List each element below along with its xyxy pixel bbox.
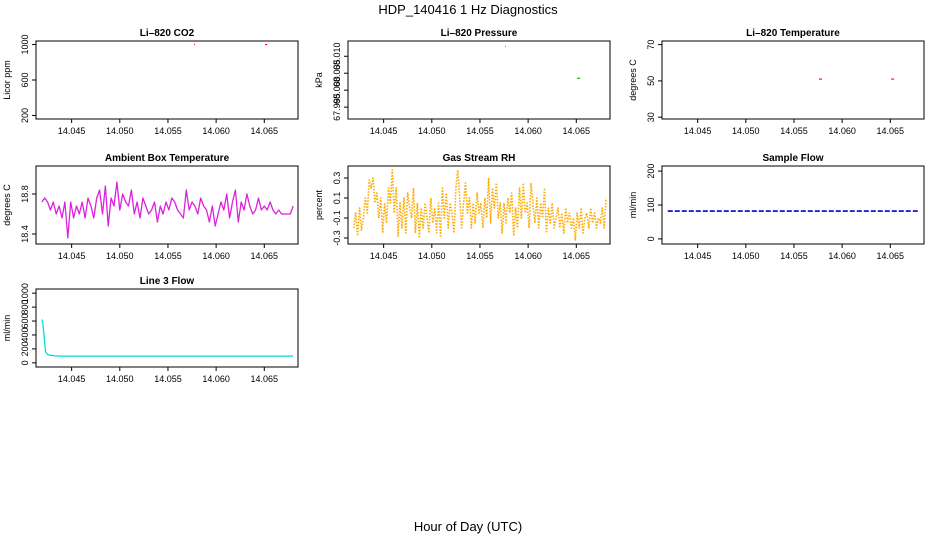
panel-co2: Li–820 CO2 14.045 14.050 14.055 14.060 14.065… — [2, 28, 299, 136]
plot-frame — [347, 40, 611, 120]
figure-title: HDP_140416 1 Hz Diagnostics — [378, 2, 558, 17]
y-axis-label: ml/min — [2, 315, 12, 342]
series-line-box-temp — [41, 181, 294, 239]
x-tick-label: 14.050 — [732, 251, 760, 261]
plot-frame — [35, 288, 299, 368]
x-tick-label: 14.060 — [202, 374, 230, 384]
x-tick-label: 14.065 — [563, 251, 591, 261]
y-tick-label: 68.005 — [332, 59, 342, 87]
x-tick-label: 14.060 — [514, 126, 542, 136]
panel-rh: Gas Stream RH 14.045 14.050 14.055 14.060 14.… — [314, 153, 611, 261]
y-tick-label: -0.1 — [332, 210, 342, 226]
y-tick-label: 100 — [646, 197, 656, 212]
x-tick-label: 14.065 — [251, 251, 279, 261]
y-tick-label: 0 — [20, 360, 30, 365]
y-tick-label: 1000 — [20, 283, 30, 303]
y-tick-label: 0.1 — [332, 192, 342, 205]
y-axis-label: Licor ppm — [2, 60, 12, 100]
x-tick-label: 14.055 — [780, 251, 808, 261]
y-tick-label: 800 — [20, 300, 30, 315]
x-tick-label: 14.060 — [514, 251, 542, 261]
y-tick-label: 67.995 — [332, 93, 342, 121]
y-tick-label: 70 — [646, 40, 656, 50]
x-tick-label: 14.055 — [154, 374, 182, 384]
plot-frame — [35, 165, 299, 245]
x-tick-label: 14.060 — [828, 126, 856, 136]
y-axis-label: ml/min — [628, 192, 638, 219]
plot-frame — [661, 165, 925, 245]
y-tick-label: 1000 — [20, 35, 30, 55]
panel-title: Ambient Box Temperature — [105, 153, 230, 164]
panel-pressure: Li–820 Pressure 14.045 14.050 14.055 14.060 1… — [314, 28, 611, 136]
x-tick-label: 14.060 — [202, 126, 230, 136]
y-axis-label: degrees C — [628, 59, 638, 101]
x-tick-label: 14.065 — [877, 251, 905, 261]
panel-title: Li–820 Temperature — [746, 28, 840, 39]
x-tick-label: 14.045 — [684, 251, 712, 261]
x-tick-label: 14.045 — [370, 251, 398, 261]
panel-box-temp: Ambient Box Temperature 14.045 14.050 14.05… — [2, 153, 299, 261]
x-tick-label: 14.045 — [370, 126, 398, 136]
y-tick-label: 200 — [20, 108, 30, 123]
panel-sample-flow: Sample Flow 14.045 14.050 14.055 14.060 14.06… — [628, 153, 925, 261]
panel-line3-flow: Line 3 Flow 14.045 14.050 14.055 14.060 14.06… — [2, 276, 299, 384]
y-axis-label: percent — [314, 189, 324, 220]
y-tick-label: 68.000 — [332, 76, 342, 104]
y-tick-label: 30 — [646, 112, 656, 122]
x-tick-label: 14.065 — [251, 126, 279, 136]
panel-title: Sample Flow — [762, 153, 823, 164]
x-tick-label: 14.050 — [106, 374, 134, 384]
y-tick-label: 68.010 — [332, 42, 342, 70]
x-tick-label: 14.065 — [563, 126, 591, 136]
figure-xlabel: Hour of Day (UTC) — [414, 519, 522, 534]
y-axis-label: degrees C — [2, 184, 12, 226]
x-tick-label: 14.065 — [877, 126, 905, 136]
y-tick-label: -0.3 — [332, 230, 342, 246]
y-tick-label: 200 — [646, 164, 656, 179]
panel-title: Gas Stream RH — [443, 153, 516, 164]
x-tick-label: 14.045 — [684, 126, 712, 136]
panel-title: Line 3 Flow — [140, 276, 195, 287]
y-axis-label: kPa — [314, 72, 324, 88]
x-tick-label: 14.055 — [780, 126, 808, 136]
x-tick-label: 14.055 — [154, 251, 182, 261]
panel-title: Li–820 Pressure — [441, 28, 518, 39]
x-tick-label: 14.050 — [418, 126, 446, 136]
x-tick-label: 14.050 — [106, 251, 134, 261]
x-tick-label: 14.050 — [418, 251, 446, 261]
y-tick-label: 200 — [20, 341, 30, 356]
y-tick-label: 400 — [20, 327, 30, 342]
x-tick-label: 14.050 — [106, 126, 134, 136]
y-tick-label: 600 — [20, 72, 30, 87]
plot-frame — [347, 165, 611, 245]
x-tick-label: 14.050 — [732, 126, 760, 136]
y-tick-label: 0.3 — [332, 172, 342, 185]
y-tick-label: 0 — [646, 236, 656, 241]
plot-frame — [661, 40, 925, 120]
x-tick-label: 14.065 — [251, 374, 279, 384]
x-tick-label: 14.060 — [202, 251, 230, 261]
x-tick-label: 14.055 — [466, 126, 494, 136]
x-tick-label: 14.055 — [466, 251, 494, 261]
x-tick-label: 14.045 — [58, 374, 86, 384]
y-tick-label: 18.4 — [20, 225, 30, 243]
x-tick-label: 14.060 — [828, 251, 856, 261]
plot-frame — [35, 40, 299, 120]
x-tick-label: 14.045 — [58, 126, 86, 136]
y-tick-label: 18.8 — [20, 185, 30, 203]
series-line-line3-flow — [41, 319, 294, 357]
panel-licor-temp: Li–820 Temperature 14.045 14.050 14.055 14.0… — [628, 28, 925, 136]
series-line-rh — [353, 169, 607, 241]
y-tick-label: 600 — [20, 314, 30, 329]
y-tick-label: 50 — [646, 76, 656, 86]
panel-title: Li–820 CO2 — [140, 28, 195, 39]
x-tick-label: 14.055 — [154, 126, 182, 136]
x-tick-label: 14.045 — [58, 251, 86, 261]
